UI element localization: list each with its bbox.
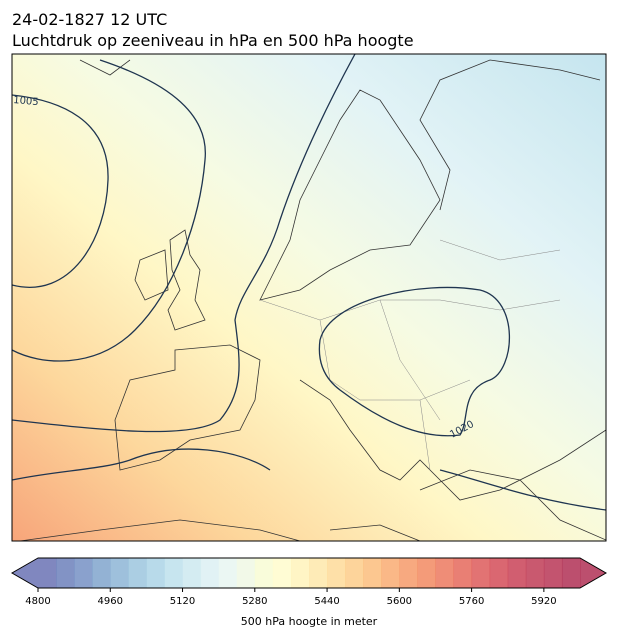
- colorbar-segment: [236, 558, 256, 588]
- colorbar-segment: [38, 558, 57, 588]
- contour-label: 1005: [13, 95, 39, 108]
- colorbar-segment: [525, 558, 545, 588]
- colorbar-segment: [146, 558, 165, 588]
- title: 24-02-1827 12 UTC: [12, 10, 167, 29]
- colorbar-segment: [182, 558, 202, 588]
- borders: [259, 239, 561, 471]
- colorbar-tick-label: 5440: [314, 596, 339, 607]
- isobar: [12, 59, 206, 362]
- colorbar-tick-label: 5600: [387, 596, 412, 607]
- subtitle: Luchtdruk op zeeniveau in hPa en 500 hPa…: [12, 31, 414, 50]
- colorbar-segment: [272, 558, 292, 588]
- colorbar-segment: [92, 558, 111, 588]
- colorbar-segment: [363, 558, 382, 588]
- colorbar-segment: [254, 558, 274, 588]
- colorbar-segment: [381, 558, 400, 588]
- map: 1005 1020: [12, 54, 606, 541]
- colorbar-segment: [417, 558, 436, 588]
- colorbar-segment: [309, 558, 328, 588]
- colorbar-segment: [128, 558, 147, 588]
- map-frame: [11, 53, 607, 542]
- colorbar-tick-label: 4960: [98, 596, 123, 607]
- colorbar-segment: [218, 558, 238, 588]
- colorbar-tick-label: 5120: [170, 596, 195, 607]
- colorbar: 4800 4960 5120 5280 5440 5600 5760 5920: [10, 557, 608, 607]
- map-background: [12, 54, 606, 541]
- colorbar-segment: [435, 558, 455, 588]
- colorbar-segment: [543, 558, 563, 588]
- colorbar-extend-high: [580, 558, 606, 588]
- colorbar-label: 500 hPa hoogte in meter: [241, 615, 378, 628]
- colorbar-segment: [507, 558, 527, 588]
- colorbar-tick-label: 5760: [459, 596, 484, 607]
- isobar: [318, 286, 511, 437]
- colorbar-segment: [489, 558, 509, 588]
- colorbar-extend-low: [12, 558, 38, 588]
- colorbar-segment: [561, 558, 581, 588]
- colorbar-segment: [453, 558, 473, 588]
- colorbar-segment: [471, 558, 491, 588]
- colorbar-segment: [74, 558, 93, 588]
- colorbar-segment: [399, 558, 418, 588]
- colorbar-segment: [327, 558, 346, 588]
- colorbar-tick-label: 4800: [25, 596, 50, 607]
- colorbar-tick-label: 5280: [242, 596, 267, 607]
- colorbar-tick-label: 5920: [531, 596, 556, 607]
- colorbar-segment: [164, 558, 184, 588]
- colorbar-outline: [10, 557, 608, 589]
- isobar: [12, 94, 109, 288]
- colorbar-segment: [56, 558, 75, 588]
- isobar: [12, 448, 271, 481]
- colorbar-segment: [290, 558, 310, 588]
- colorbar-segment: [345, 558, 364, 588]
- colorbar-segment: [110, 558, 129, 588]
- isobar: [439, 469, 606, 511]
- isobar: [12, 54, 356, 433]
- colorbar-segment: [200, 558, 220, 588]
